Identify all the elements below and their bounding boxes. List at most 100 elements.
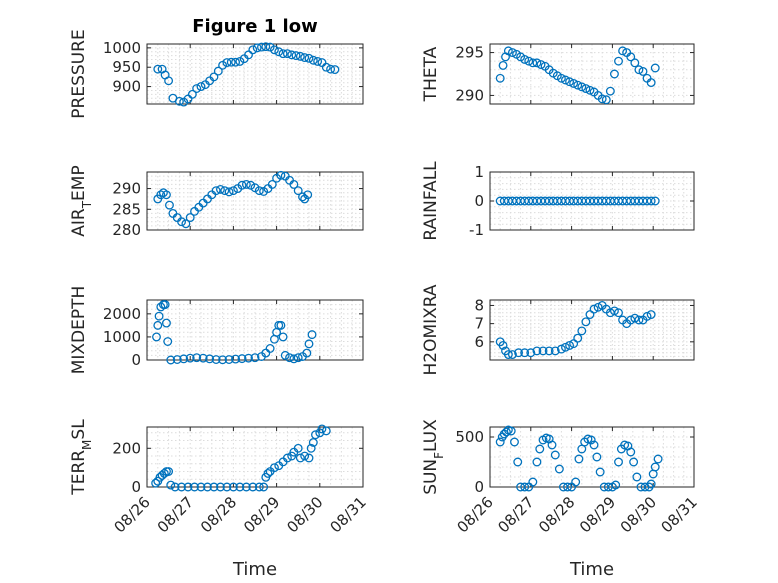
data-point — [280, 350, 290, 360]
data-point — [165, 200, 174, 210]
data-point — [235, 56, 245, 66]
data-point — [194, 202, 204, 212]
data-point — [289, 354, 299, 364]
y-tick-label: 900 — [112, 78, 141, 96]
subplot-3: 280 285 290 AIRTEMP — [69, 165, 364, 239]
data-point — [618, 46, 628, 56]
data-point — [226, 57, 236, 67]
y-axis-label: PRESSURE — [69, 29, 89, 118]
data-point — [565, 341, 575, 350]
data-point — [506, 426, 516, 436]
y-axis-label: H2OMIXRA — [421, 284, 441, 375]
y-tick-label: 290 — [455, 86, 484, 104]
data-point — [203, 194, 212, 204]
data-point — [614, 308, 623, 318]
subplot-5: 0 1000 2000 MIXDEPTH — [69, 286, 364, 374]
data-point — [646, 479, 656, 489]
x-tick-label: 08/29 — [576, 493, 619, 536]
data-point — [211, 355, 221, 364]
data-point — [593, 302, 603, 312]
x-tick-label: 08/28 — [535, 493, 578, 536]
data-point — [163, 337, 173, 346]
data-point — [218, 60, 228, 70]
data-point — [501, 427, 511, 437]
data-point — [632, 472, 642, 482]
data-point — [646, 78, 656, 88]
data-point — [218, 355, 228, 365]
data-point — [585, 85, 595, 95]
data-point — [330, 65, 340, 74]
data-point — [231, 57, 241, 67]
y-tick-label: 200 — [112, 439, 141, 457]
data-point — [213, 66, 223, 76]
data-point — [166, 480, 176, 490]
data-point — [254, 186, 264, 196]
data-point — [520, 54, 530, 64]
data-point — [550, 450, 560, 460]
data-point — [650, 462, 660, 472]
data-point — [174, 96, 184, 106]
data-point — [650, 196, 660, 206]
data-point — [507, 48, 517, 58]
data-point — [495, 73, 505, 83]
x-axis-label: Time — [232, 559, 277, 580]
data-point — [185, 353, 195, 363]
data-point — [585, 310, 595, 319]
subplot-6: 678 H2OMIXRA — [421, 284, 695, 376]
data-point — [304, 453, 314, 463]
data-point — [160, 300, 170, 310]
x-tick-label: 08/31 — [658, 493, 701, 536]
data-point — [565, 77, 575, 87]
data-point — [198, 353, 208, 363]
data-point — [634, 65, 644, 75]
data-point — [321, 426, 331, 436]
data-point — [609, 306, 619, 316]
data-point — [282, 49, 292, 59]
data-point — [298, 192, 307, 202]
data-point — [209, 482, 219, 492]
data-point — [153, 320, 163, 330]
data-point — [192, 353, 202, 363]
x-tick-label: 08/30 — [283, 493, 326, 536]
data-point — [592, 452, 602, 462]
data-point — [614, 56, 623, 66]
data-point — [215, 482, 225, 492]
data-point — [626, 52, 636, 62]
data-point — [589, 440, 599, 450]
data-point — [498, 341, 508, 350]
data-point — [152, 332, 161, 342]
data-point — [609, 69, 619, 79]
data-point — [185, 213, 195, 223]
data-point — [306, 443, 316, 453]
data-point — [556, 344, 566, 354]
data-point — [554, 464, 564, 474]
data-point — [304, 339, 314, 349]
data-point — [235, 482, 245, 492]
data-point — [630, 58, 640, 68]
data-point — [190, 482, 199, 492]
data-point — [220, 186, 230, 196]
data-point — [581, 84, 591, 94]
data-point — [237, 354, 247, 364]
data-point — [274, 47, 284, 57]
data-point — [269, 45, 279, 55]
subplot-4: -1 0 1 RAINFALL — [421, 161, 695, 241]
data-point — [524, 56, 534, 66]
y-tick-label: 295 — [455, 44, 484, 62]
data-point — [304, 53, 314, 63]
data-point — [634, 315, 644, 325]
data-point — [614, 457, 623, 467]
data-point — [241, 482, 251, 492]
data-point — [276, 170, 286, 180]
data-point — [192, 84, 202, 93]
data-point — [282, 453, 292, 463]
data-point — [276, 320, 286, 330]
data-point — [313, 56, 323, 66]
y-tick-label: 950 — [112, 58, 141, 76]
data-point — [586, 435, 596, 445]
data-point — [520, 482, 530, 492]
data-point — [190, 206, 199, 216]
